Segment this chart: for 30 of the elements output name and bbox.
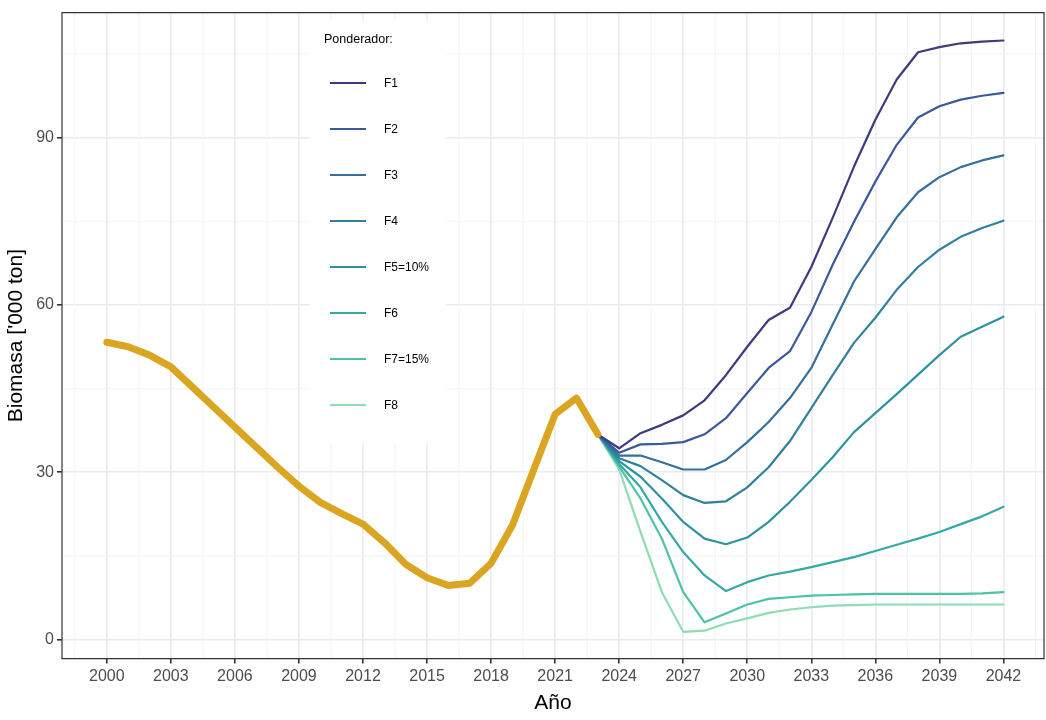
x-tick-label: 2042 — [985, 666, 1022, 684]
legend-label: F7=15% — [384, 352, 430, 366]
x-tick-label: 2000 — [89, 666, 125, 684]
x-tick-label: 2009 — [281, 666, 317, 684]
x-tick-label: 2024 — [601, 666, 638, 684]
x-tick-label: 2021 — [537, 666, 574, 684]
y-tick-label: 0 — [45, 630, 55, 648]
y-tick-label: 90 — [36, 127, 55, 145]
x-tick-label: 2036 — [857, 666, 894, 684]
y-tick-label: 30 — [36, 462, 55, 480]
legend-title: Ponderador: — [324, 32, 394, 46]
x-tick-label: 2012 — [345, 666, 381, 684]
x-axis-title: Año — [534, 690, 572, 714]
legend-label: F8 — [384, 398, 399, 412]
legend-label: F5=10% — [384, 260, 430, 274]
y-tick-label: 60 — [36, 295, 55, 313]
x-tick-label: 2006 — [217, 666, 253, 684]
legend-label: F2 — [384, 122, 399, 136]
x-tick-label: 2027 — [665, 666, 702, 684]
legend-label: F4 — [384, 214, 399, 228]
legend-label: F1 — [384, 76, 399, 90]
y-axis-title: Biomasa ['000 ton] — [3, 248, 27, 423]
x-tick-label: 2018 — [473, 666, 509, 684]
x-tick-label: 2030 — [729, 666, 766, 684]
x-tick-label: 2039 — [921, 666, 958, 684]
legend-label: F3 — [384, 168, 399, 182]
x-tick-label: 2003 — [153, 666, 189, 684]
x-tick-label: 2015 — [409, 666, 445, 684]
x-tick-label: 2033 — [793, 666, 830, 684]
legend-label: F6 — [384, 306, 399, 320]
